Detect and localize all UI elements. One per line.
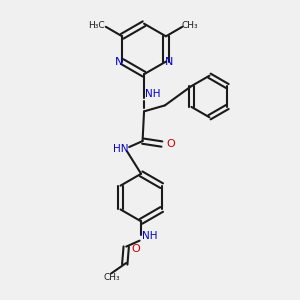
Text: N: N: [165, 57, 173, 67]
Text: O: O: [167, 139, 175, 149]
Text: NH: NH: [145, 88, 160, 98]
Text: O: O: [131, 244, 140, 254]
Text: N: N: [115, 57, 123, 67]
Text: HN: HN: [113, 144, 129, 154]
Text: CH₃: CH₃: [182, 20, 199, 29]
Text: NH: NH: [142, 231, 158, 241]
Text: CH₃: CH₃: [103, 273, 120, 282]
Text: H₃C: H₃C: [88, 20, 104, 29]
